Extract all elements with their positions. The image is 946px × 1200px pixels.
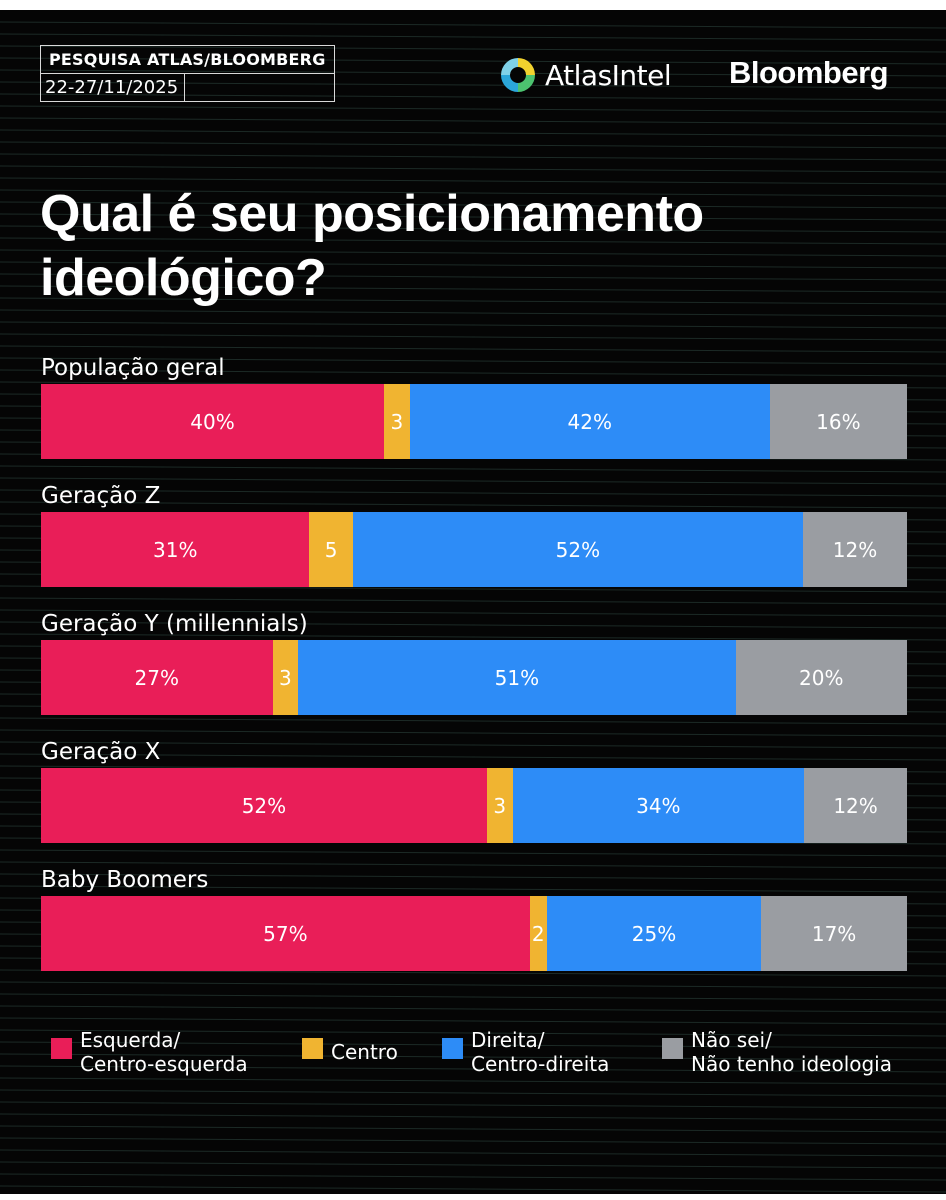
legend-label-line: Centro-direita (471, 1052, 610, 1076)
legend-label-line: Centro (331, 1040, 398, 1064)
legend-swatch (51, 1038, 72, 1059)
bar-segment-direita: 51% (298, 640, 736, 715)
stacked-bar: 31% 5 52% 12% (41, 512, 907, 587)
category-label: Geração X (41, 739, 161, 765)
legend-label-line: Não tenho ideologia (691, 1052, 892, 1076)
bar-segment-direita: 52% (352, 512, 804, 587)
legend-item-centro: Centro (302, 1028, 398, 1064)
stacked-bar: 57% 2 25% 17% (41, 896, 907, 971)
legend-label-line: Esquerda/ (80, 1028, 181, 1052)
bar-segment-esquerda: 40% (41, 384, 384, 459)
bar-segment-esquerda: 57% (41, 896, 530, 971)
stacked-bar: 40% 3 42% 16% (41, 384, 907, 459)
bar-segment-nao-sei: 16% (769, 384, 907, 459)
legend-label: Não sei/Não tenho ideologia (691, 1028, 892, 1076)
legend-label: Centro (331, 1040, 398, 1064)
bar-segment-esquerda: 27% (41, 640, 273, 715)
bar-segment-esquerda: 31% (41, 512, 310, 587)
legend-label-line: Centro-esquerda (80, 1052, 248, 1076)
legend-label: Esquerda/Centro-esquerda (80, 1028, 248, 1076)
bar-segment-direita: 25% (546, 896, 762, 971)
category-label: Geração Y (millennials) (41, 611, 308, 637)
stacked-bar: 27% 3 51% 20% (41, 640, 907, 715)
legend-item-nao-sei: Não sei/Não tenho ideologia (662, 1028, 892, 1076)
category-label: Geração Z (41, 483, 161, 509)
chart-title: Qual é seu posicionamento ideológico? (40, 185, 704, 307)
legend-swatch (442, 1038, 463, 1059)
atlasintel-wordmark: AtlasIntel (545, 58, 672, 92)
stacked-bar: 52% 3 34% 12% (41, 768, 907, 843)
survey-label: PESQUISA ATLAS/BLOOMBERG (41, 46, 334, 74)
infographic-card: PESQUISA ATLAS/BLOOMBERG 22-27/11/2025 A… (0, 10, 946, 1194)
bar-segment-nao-sei: 17% (761, 896, 907, 971)
bar-segment-centro: 3 (383, 384, 410, 459)
bar-segment-direita: 34% (512, 768, 805, 843)
category-label: Baby Boomers (41, 867, 209, 893)
bar-segment-nao-sei: 12% (804, 768, 907, 843)
bar-segment-centro: 3 (486, 768, 513, 843)
bloomberg-wordmark: Bloomberg (729, 55, 889, 90)
bar-segment-centro: 5 (309, 512, 353, 587)
legend-label-line: Não sei/ (691, 1028, 772, 1052)
bar-segment-nao-sei: 12% (803, 512, 907, 587)
bar-segment-centro: 2 (529, 896, 547, 971)
survey-date: 22-27/11/2025 (41, 74, 186, 102)
legend-swatch (302, 1038, 323, 1059)
legend-item-esquerda: Esquerda/Centro-esquerda (51, 1028, 248, 1076)
bar-segment-nao-sei: 20% (735, 640, 907, 715)
legend-swatch (662, 1038, 683, 1059)
atlasintel-logo: AtlasIntel (499, 56, 672, 94)
bar-segment-direita: 42% (409, 384, 770, 459)
category-label: População geral (41, 355, 225, 381)
legend-label: Direita/Centro-direita (471, 1028, 609, 1076)
legend-item-direita: Direita/Centro-direita (442, 1028, 609, 1076)
bar-segment-centro: 3 (272, 640, 299, 715)
legend-label-line: Direita/ (471, 1028, 545, 1052)
atlasintel-logo-icon (501, 58, 535, 92)
bar-segment-esquerda: 52% (41, 768, 487, 843)
survey-tag: PESQUISA ATLAS/BLOOMBERG 22-27/11/2025 (40, 45, 335, 102)
